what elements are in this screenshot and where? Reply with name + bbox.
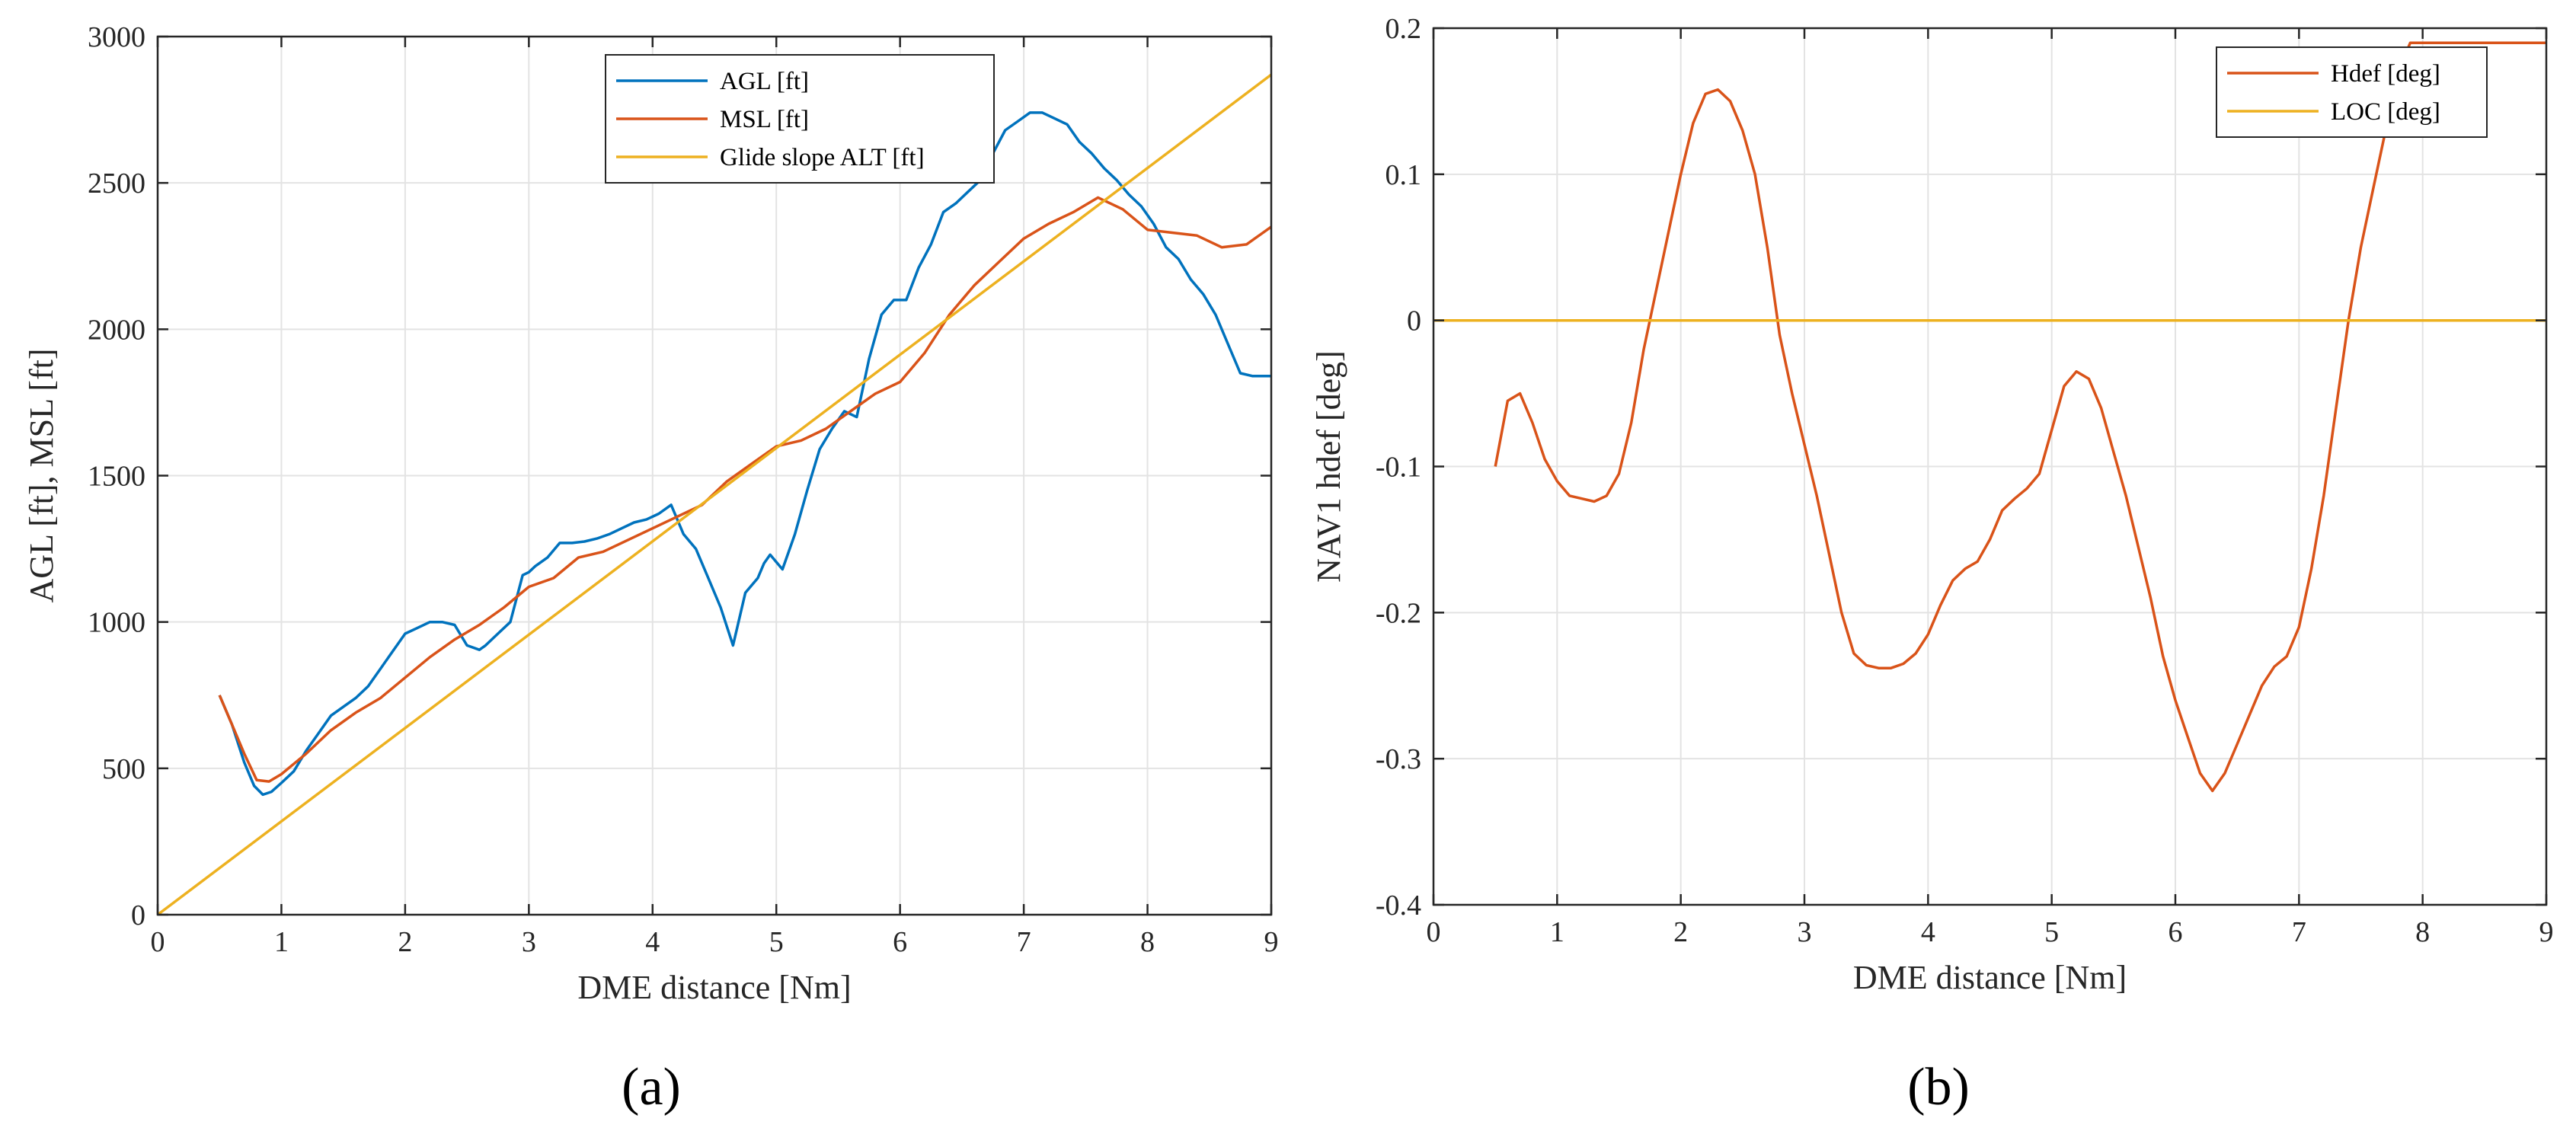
x-tick-label: 9: [1264, 926, 1279, 958]
x-tick-label: 6: [893, 926, 907, 958]
x-tick-label: 0: [1427, 916, 1441, 948]
y-tick-label: -0.3: [1376, 743, 1421, 775]
x-tick-label: 0: [151, 926, 165, 958]
x-tick-label: 5: [2044, 916, 2059, 948]
panel-label: (b): [1907, 1058, 1970, 1117]
y-tick-label: 0: [1407, 305, 1421, 337]
legend-entry: AGL [ft]: [720, 68, 809, 95]
series-line-hdef: [1494, 41, 2546, 793]
x-tick-label: 8: [1140, 926, 1155, 958]
panel-label: (a): [622, 1058, 681, 1117]
x-tick-label: 4: [1921, 916, 1935, 948]
x-tick-label: 9: [2539, 916, 2554, 948]
x-tick-label: 1: [1550, 916, 1564, 948]
chart-b: 0 1 2 3 4 5 6 7 8 9 -0.4 -0.3 -0.2 -0.1 0 0.1 0.2 DME dis…: [1310, 13, 2554, 1117]
x-tick-label: 3: [522, 926, 536, 958]
chart-a: 0 1 2 3 4 5 6 7 8 9 0 500 1000 1500 2000 2500 3000 DME di…: [23, 21, 1279, 1117]
x-tick-label: 4: [645, 926, 660, 958]
series-line-agl: [218, 111, 1271, 797]
x-tick-label: 7: [2292, 916, 2306, 948]
legend-entry: Glide slope ALT [ft]: [720, 144, 925, 171]
y-tick-label: 1500: [88, 461, 145, 493]
x-tick-label: 3: [1798, 916, 1812, 948]
y-tick-label: 1000: [88, 607, 145, 639]
legend-entry: MSL [ft]: [720, 106, 809, 133]
series-line-glide: [156, 73, 1273, 916]
y-tick-label: 0: [131, 899, 145, 931]
legend-box: [2216, 46, 2488, 138]
x-tick-label: 2: [398, 926, 412, 958]
legend-entry: Hdef [deg]: [2331, 60, 2440, 88]
legend-entry: LOC [deg]: [2331, 98, 2440, 126]
y-axis-label: AGL [ft], MSL [ft]: [23, 349, 60, 603]
x-tick-label: 7: [1017, 926, 1031, 958]
x-tick-label: 5: [769, 926, 784, 958]
y-tick-label: 2000: [88, 314, 145, 346]
x-axis-label: DME distance [Nm]: [1853, 959, 2127, 996]
y-tick-label: -0.2: [1376, 597, 1421, 629]
legend: Hdef [deg] LOC [deg]: [2216, 46, 2488, 138]
x-tick-label: 1: [274, 926, 289, 958]
x-tick-label: 6: [2169, 916, 2183, 948]
y-axis-label: NAV1 hdef [deg]: [1310, 350, 1347, 583]
legend: AGL [ft] MSL [ft] Glide slope ALT [ft]: [605, 54, 995, 184]
x-tick-label: 8: [2415, 916, 2430, 948]
x-axis-label: DME distance [Nm]: [577, 969, 851, 1006]
y-tick-label: 3000: [88, 21, 145, 53]
x-tick-label: 2: [1673, 916, 1688, 948]
y-tick-label: 500: [102, 753, 145, 785]
y-tick-label: -0.1: [1376, 452, 1421, 484]
y-tick-label: 0.2: [1385, 13, 1422, 45]
y-tick-label: 0.1: [1385, 159, 1422, 191]
y-tick-label: 2500: [88, 168, 145, 200]
y-tick-label: -0.4: [1376, 890, 1421, 922]
